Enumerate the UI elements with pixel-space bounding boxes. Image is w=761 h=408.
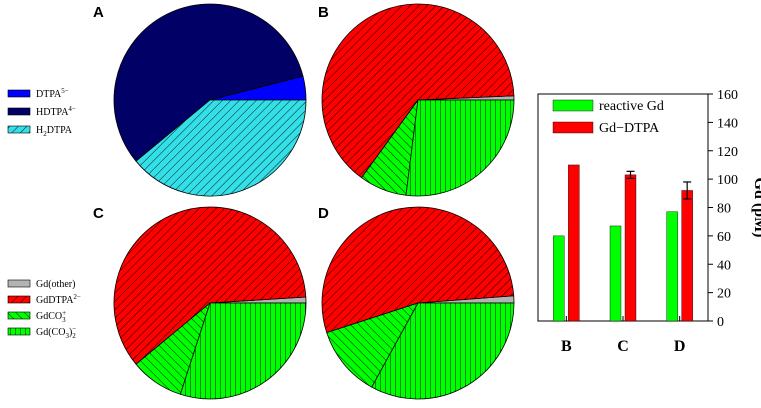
error-bar-d <box>683 181 692 200</box>
panel-label-a: A <box>93 4 104 21</box>
pie-a-slice-h2dtpa3-hatch <box>136 100 306 196</box>
bar-legend-label-gd-dtpa: Gd−DTPA <box>599 121 660 136</box>
pie-d-slice-gd-co3-2-hatch <box>371 303 515 400</box>
legend-dtpa-label-2: HDTPA4− <box>36 105 76 118</box>
legend-gd-species: Gd(other) GdDTPA2− GdCO+ 3Gd(CO3)− 2 <box>7 279 81 340</box>
y-tick-label-100: 100 <box>717 173 738 188</box>
x-tick-label-d: D <box>674 338 686 355</box>
y-tick-label-80: 80 <box>717 202 731 217</box>
legend-dtpa-label-1: DTPA5− <box>36 87 69 100</box>
pie-b-slice-gd-co3-2-hatch <box>405 100 514 196</box>
legend-gd-swatch-2-hatch <box>8 296 30 303</box>
x-tick-label-b: B <box>561 338 572 355</box>
bar-gd-dtpa-d <box>681 190 693 322</box>
bar-gd-dtpa-b <box>568 164 580 322</box>
bar-legend-swatch-reactive-gd <box>552 99 594 112</box>
y-tick-label-0: 0 <box>717 315 724 330</box>
panel-label-c: C <box>93 205 104 222</box>
legend-gd-label-2: GdDTPA2− <box>36 293 81 306</box>
legend-gd-swatch-4-hatch <box>8 328 30 335</box>
pie-c <box>113 206 307 400</box>
pie-c-slice-gd-co3-2-hatch <box>180 303 306 399</box>
bar-legend-label-reactive-gd: reactive Gd <box>599 99 664 114</box>
x-tick-label-c: C <box>617 338 629 355</box>
legend-dtpa-label-3: H2DTPA <box>36 125 73 138</box>
legend-gd-label-3: GdCO+ 3 <box>36 309 66 324</box>
y-tick-label-40: 40 <box>717 258 731 273</box>
pie-c-slice-gdco3-hatch <box>136 303 210 395</box>
pie-d-slice-gdco3-hatch <box>326 303 418 388</box>
pie-b-slice-gdco3-hatch <box>361 100 418 196</box>
legend-dtpa-swatch-2 <box>7 107 31 116</box>
y-tick-label-20: 20 <box>717 287 731 302</box>
bar-chart: 0 20 40 60 80 100 120 140 160 Gd (pM) B C Dreactive … <box>537 88 761 355</box>
bar-reactive-gd-c <box>609 225 622 322</box>
bar-gd-dtpa-c <box>624 174 637 322</box>
y-axis-title: Gd (pM) <box>751 178 761 238</box>
y-tick-label-160: 160 <box>717 88 738 103</box>
legend-gd-label-4: Gd(CO3)− 2 <box>36 325 76 340</box>
pie-c-slice-gddtpa2-hatch <box>113 206 306 365</box>
legend-gd-swatch-3-hatch <box>8 312 30 319</box>
error-bar-c <box>626 170 635 180</box>
y-tick-label-60: 60 <box>717 230 731 245</box>
bar-reactive-gd-d <box>666 211 678 322</box>
pie-d-slice-gddtpa2-hatch <box>322 207 514 333</box>
bar-legend-swatch-gd-dtpa <box>552 121 594 134</box>
y-tick-label-120: 120 <box>717 145 738 160</box>
panel-label-b: B <box>318 4 329 21</box>
legend-dtpa-species: DTPA5− HDTPA4− H2DTPA <box>7 87 76 138</box>
legend-dtpa-swatch-3-hatch <box>8 126 30 133</box>
pie-a <box>113 3 307 197</box>
pie-d <box>321 206 515 400</box>
legend-gd-label-1: Gd(other) <box>36 279 75 290</box>
legend-gd-swatch-1 <box>7 279 31 288</box>
pie-b-slice-gddtpa2-hatch <box>322 4 514 178</box>
bar-reactive-gd-b <box>553 235 565 322</box>
pie-b <box>321 3 515 197</box>
panel-label-d: D <box>318 205 329 222</box>
y-tick-label-140: 140 <box>717 116 738 131</box>
pie-charts <box>113 3 515 400</box>
pie-a-slice-hdtpa4 <box>113 3 304 162</box>
legend-dtpa-swatch-1 <box>7 89 31 98</box>
